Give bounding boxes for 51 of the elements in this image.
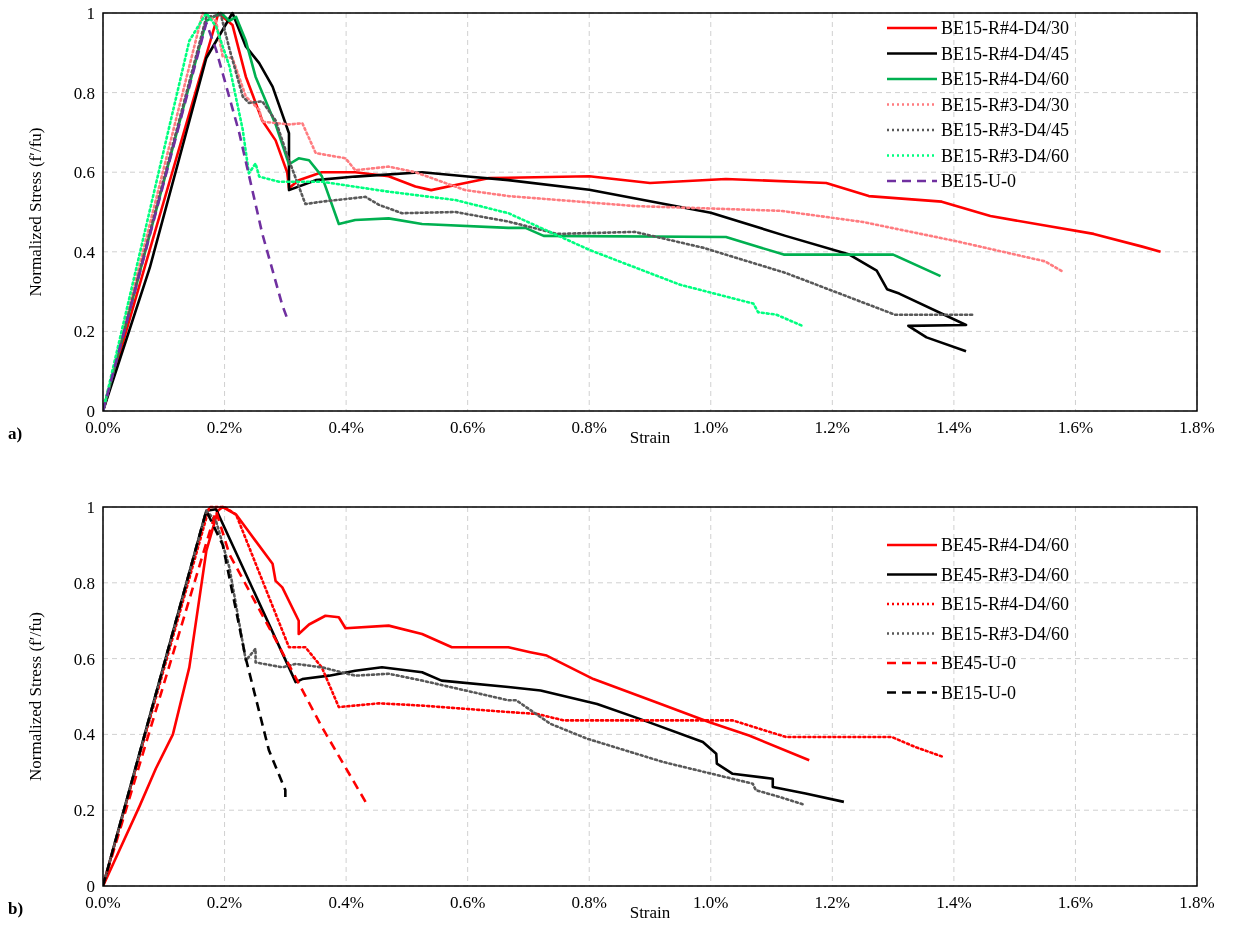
x-tick-label: 1.2%: [814, 893, 851, 912]
legend-label: BE15-U-0: [941, 682, 1016, 703]
y-tick-label: 0: [86, 877, 95, 896]
y-tick-label: 1: [86, 4, 95, 23]
x-tick-label: 0.6%: [449, 893, 486, 912]
x-tick-label: 1.4%: [936, 893, 972, 912]
y-tick-label: 0.4: [73, 725, 96, 745]
legend-label: BE15-R#3-D4/60: [941, 145, 1069, 166]
y-tick-label: 0.6: [73, 163, 95, 183]
y-axis-title: Normalized Stress (f′/fu): [26, 127, 45, 297]
x-tick-label: 1.0%: [693, 418, 729, 437]
x-tick-label: 0.0%: [85, 418, 121, 437]
legend-label: BE15-U-0: [941, 171, 1016, 191]
legend-label: BE15-R#4-D4/60: [941, 69, 1069, 89]
legend-label: BE45-U-0: [941, 653, 1016, 673]
y-tick-label: 0.4: [73, 242, 96, 262]
x-tick-label: 1.6%: [1057, 893, 1094, 912]
text: a): [8, 424, 23, 443]
legend-label: BE15-R#4-D4/45: [941, 43, 1069, 64]
legend-label: BE45-R#3-D4/60: [941, 564, 1069, 585]
x-tick-label: 0.2%: [206, 418, 243, 437]
legend-label: BE15-R#3-D4/60: [941, 623, 1069, 644]
legend-label: BE15-R#3-D4/45: [941, 120, 1069, 140]
x-tick-label: 0.4%: [328, 893, 364, 912]
x-tick-label: 0.4%: [328, 418, 364, 437]
y-tick-label: 0.2: [73, 322, 95, 342]
x-tick-label: 1.6%: [1057, 418, 1094, 437]
legend-label: BE15-R#4-D4/30: [941, 18, 1069, 38]
y-tick-label: 1: [86, 498, 95, 517]
x-tick-label: 1.8%: [1179, 418, 1215, 437]
y-tick-label: 0: [86, 402, 95, 421]
x-tick-label: 0.0%: [85, 893, 121, 912]
x-axis-title: Strain: [629, 903, 671, 922]
x-tick-label: 0.8%: [571, 893, 607, 912]
x-tick-label: 0.2%: [206, 893, 243, 912]
legend-label: BE45-R#4-D4/60: [941, 535, 1069, 555]
x-tick-label: 1.0%: [693, 893, 729, 912]
x-tick-label: 0.6%: [449, 418, 486, 437]
y-axis-title: Normalized Stress (f′/fu): [26, 612, 45, 781]
y-tick-label: 0.8: [73, 83, 95, 103]
y-tick-label: 0.6: [73, 649, 95, 669]
text: b): [8, 899, 24, 918]
legend-label: BE15-R#4-D4/60: [941, 594, 1069, 614]
x-axis-title: Strain: [629, 428, 671, 447]
x-tick-label: 0.8%: [571, 418, 607, 437]
y-tick-label: 0.2: [73, 801, 95, 821]
x-tick-label: 1.2%: [814, 418, 851, 437]
x-tick-label: 1.4%: [936, 418, 972, 437]
x-tick-label: 1.8%: [1179, 893, 1215, 912]
y-tick-label: 0.8: [73, 573, 95, 593]
legend-label: BE15-R#3-D4/30: [941, 94, 1069, 115]
